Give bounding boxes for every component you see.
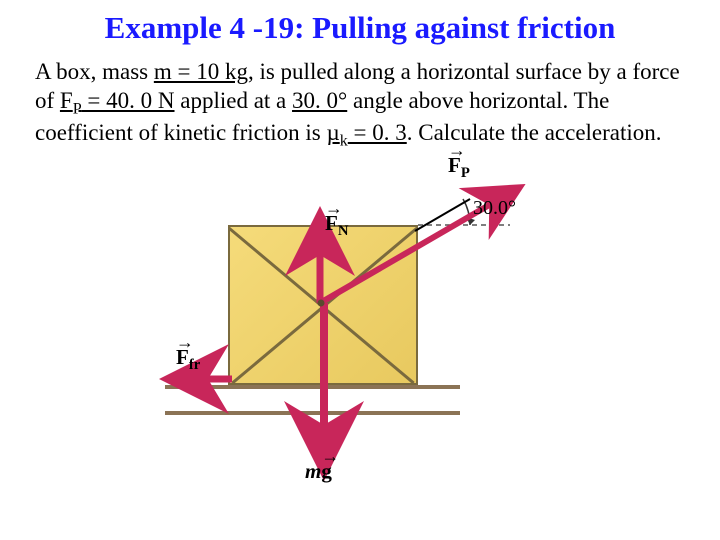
angle-value: 30. 0° xyxy=(292,88,347,113)
force-diagram: FP FN Ffr mg 30.0° xyxy=(0,157,720,497)
center-dot xyxy=(318,300,325,307)
mu-value: µk = 0. 3 xyxy=(326,120,406,145)
force-value: FP = 40. 0 N xyxy=(60,88,175,113)
text: A box, mass xyxy=(35,59,154,84)
problem-statement: A box, mass m = 10 kg, is pulled along a… xyxy=(35,58,685,152)
forces-svg xyxy=(0,157,720,497)
label-mg: mg xyxy=(305,459,332,484)
mass-value: m = 10 kg xyxy=(154,59,248,84)
page-title: Example 4 -19: Pulling against friction xyxy=(35,10,685,46)
label-Ffr: Ffr xyxy=(176,345,200,374)
label-angle: 30.0° xyxy=(473,197,516,220)
label-Fn: FN xyxy=(325,211,348,240)
text: applied at a xyxy=(175,88,293,113)
force-Fp-stick xyxy=(415,199,470,231)
text: . Calculate the acceleration. xyxy=(407,120,662,145)
label-Fp: FP xyxy=(448,153,470,182)
